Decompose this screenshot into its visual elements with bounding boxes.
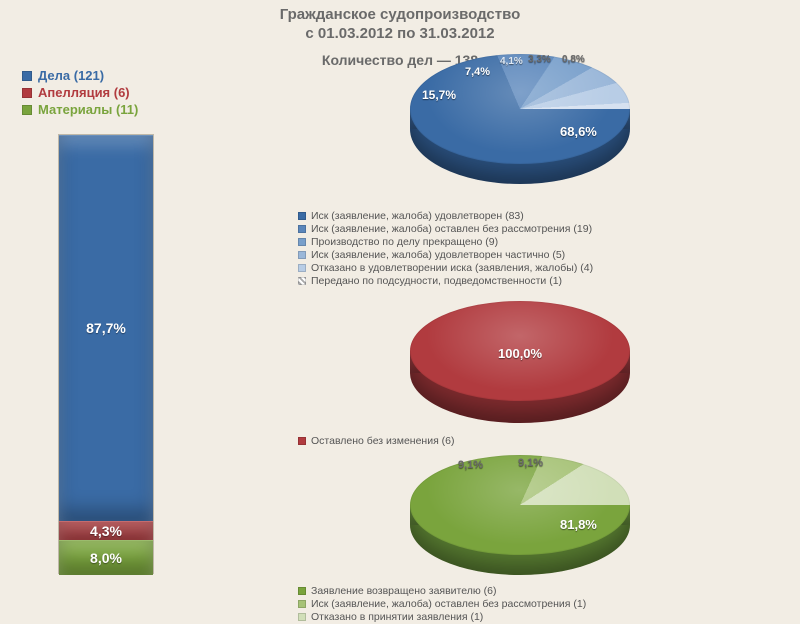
- pie-pct-label: 9,1%: [458, 459, 483, 471]
- mini-legend-item: Отказано в принятии заявления (1): [298, 611, 770, 623]
- mini-legend-item: Иск (заявление, жалоба) оставлен без рас…: [298, 223, 770, 235]
- pie-top: [410, 54, 630, 164]
- bar-segment: 8,0%: [59, 540, 153, 575]
- legend-label: Отказано в удовлетворении иска (заявлени…: [311, 262, 593, 274]
- main-legend-item: Материалы (11): [22, 102, 138, 117]
- legend-label: Производство по делу прекращено (9): [311, 236, 498, 248]
- mini-legend-item: Заявление возвращено заявителю (6): [298, 585, 770, 597]
- legend-swatch: [298, 212, 306, 220]
- bar-segment: 87,7%: [59, 135, 153, 521]
- legend-swatch: [298, 251, 306, 259]
- legend-swatch: [298, 264, 306, 272]
- legend-label: Дела (121): [38, 68, 104, 83]
- title-line2: с 01.03.2012 по 31.03.2012: [305, 25, 494, 42]
- legend-swatch: [22, 105, 32, 115]
- legend-swatch: [298, 613, 306, 621]
- pie-blue: 68,6% 15,7% 7,4% 4,1% 3,3% 0,8%: [410, 54, 630, 184]
- legend-label: Иск (заявление, жалоба) удовлетворен (83…: [311, 210, 524, 222]
- pie-pct-label: 100,0%: [498, 346, 542, 361]
- legend-label: Заявление возвращено заявителю (6): [311, 585, 496, 597]
- page-title: Гражданское судопроизводство с 01.03.201…: [0, 0, 800, 44]
- pie-green: 81,8% 9,1% 9,1%: [410, 455, 630, 575]
- title-line1: Гражданское судопроизводство: [280, 6, 521, 23]
- pie-blue-legend: Иск (заявление, жалоба) удовлетворен (83…: [298, 210, 770, 287]
- pie-green-legend: Заявление возвращено заявителю (6)Иск (з…: [298, 585, 770, 623]
- legend-label: Оставлено без изменения (6): [311, 435, 455, 447]
- mini-legend-item: Иск (заявление, жалоба) удовлетворен (83…: [298, 210, 770, 222]
- mini-legend-item: Отказано в удовлетворении иска (заявлени…: [298, 262, 770, 274]
- mini-legend-item: Производство по делу прекращено (9): [298, 236, 770, 248]
- legend-swatch: [298, 587, 306, 595]
- legend-label: Иск (заявление, жалоба) оставлен без рас…: [311, 223, 592, 235]
- legend-swatch: [22, 71, 32, 81]
- main-legend-item: Дела (121): [22, 68, 138, 83]
- pie-pct-label: 68,6%: [560, 124, 597, 139]
- legend-swatch: [298, 238, 306, 246]
- pie-blue-wrap: 68,6% 15,7% 7,4% 4,1% 3,3% 0,8%: [270, 54, 770, 204]
- pie-pct-label: 81,8%: [560, 517, 597, 532]
- pie-red-legend: Оставлено без изменения (6): [298, 435, 770, 447]
- legend-label: Иск (заявление, жалоба) удовлетворен час…: [311, 249, 565, 261]
- bar-segment: 4,3%: [59, 521, 153, 540]
- legend-label: Отказано в принятии заявления (1): [311, 611, 483, 623]
- right-column: 68,6% 15,7% 7,4% 4,1% 3,3% 0,8% Иск (заявлени…: [270, 54, 770, 624]
- legend-label: Апелляция (6): [38, 85, 130, 100]
- pie-pct-label: 4,1%: [500, 56, 523, 67]
- pie-red: 100,0%: [410, 301, 630, 423]
- pie-pct-label: 15,7%: [422, 88, 456, 102]
- legend-swatch: [22, 88, 32, 98]
- mini-legend-item: Иск (заявление, жалоба) удовлетворен час…: [298, 249, 770, 261]
- pie-pct-label: 0,8%: [562, 54, 585, 65]
- pie-green-wrap: 81,8% 9,1% 9,1%: [270, 455, 770, 579]
- legend-swatch: [298, 600, 306, 608]
- legend-label: Передано по подсудности, подведомственно…: [311, 275, 562, 287]
- pie-red-wrap: 100,0%: [270, 301, 770, 429]
- legend-swatch: [298, 225, 306, 233]
- pie-pct-label: 9,1%: [518, 457, 543, 469]
- stacked-bar-chart: 87,7%4,3%8,0%: [58, 134, 154, 574]
- pie-pct-label: 7,4%: [465, 66, 490, 78]
- mini-legend-item: Оставлено без изменения (6): [298, 435, 770, 447]
- mini-legend-item: Передано по подсудности, подведомственно…: [298, 275, 770, 287]
- pie-top: [410, 455, 630, 555]
- main-legend-item: Апелляция (6): [22, 85, 138, 100]
- legend-swatch: [298, 437, 306, 445]
- legend-swatch: [298, 277, 306, 285]
- pie-pct-label: 3,3%: [528, 54, 551, 65]
- main-legend: Дела (121) Апелляция (6) Материалы (11): [22, 68, 138, 119]
- legend-label: Материалы (11): [38, 102, 138, 117]
